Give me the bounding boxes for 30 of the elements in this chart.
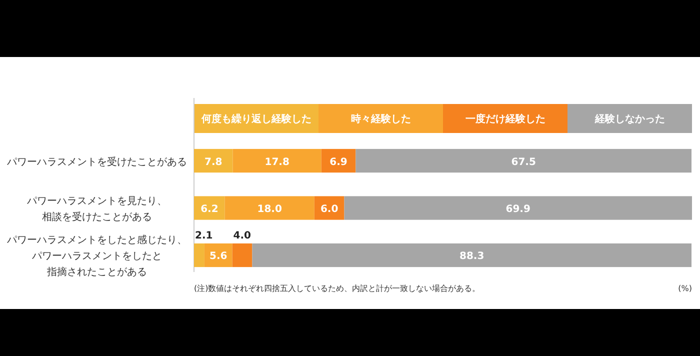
text: 時々経験した <box>350 113 411 125</box>
text: 何度も繰り返し経験した <box>200 113 312 125</box>
data-label: 6.2 <box>200 204 218 215</box>
data-label: 7.8 <box>204 156 222 168</box>
bar <box>344 196 692 220</box>
data-label: 2.1 <box>195 230 213 242</box>
data-label: 67.5 <box>511 156 536 168</box>
data-label: 17.8 <box>264 156 290 168</box>
data-label: 6.9 <box>330 156 348 168</box>
bar <box>194 243 204 268</box>
data-label: 4.0 <box>233 230 252 242</box>
bar <box>232 148 322 173</box>
data-label: 18.0 <box>257 204 282 215</box>
y-tick-label: パワーハラスメントを受けたことがある <box>6 156 187 168</box>
bar <box>194 196 225 220</box>
bar <box>252 243 692 268</box>
data-label: 69.9 <box>506 204 530 215</box>
text: 経験しなかった <box>594 113 665 125</box>
bar <box>224 196 314 220</box>
bar <box>232 243 252 268</box>
annotation: (%) <box>678 284 692 293</box>
data-label: 5.6 <box>210 251 228 262</box>
data-label: 6.0 <box>320 204 338 215</box>
y-tick-label: パワーハラスメントをしたと感じたり、パワーハラスメントをしたと指摘されたことがある <box>6 234 187 278</box>
bar <box>194 148 233 173</box>
y-tick-label: パワーハラスメントを見たり、相談を受けたことがある <box>26 196 167 223</box>
annotation: (注)数値はそれぞれ四捨五入しているため、内訳と計が一致しない場合がある。 <box>194 284 480 293</box>
bar <box>356 148 692 173</box>
data-label: 88.3 <box>460 251 484 262</box>
text: 一度だけ経験した <box>465 113 546 125</box>
